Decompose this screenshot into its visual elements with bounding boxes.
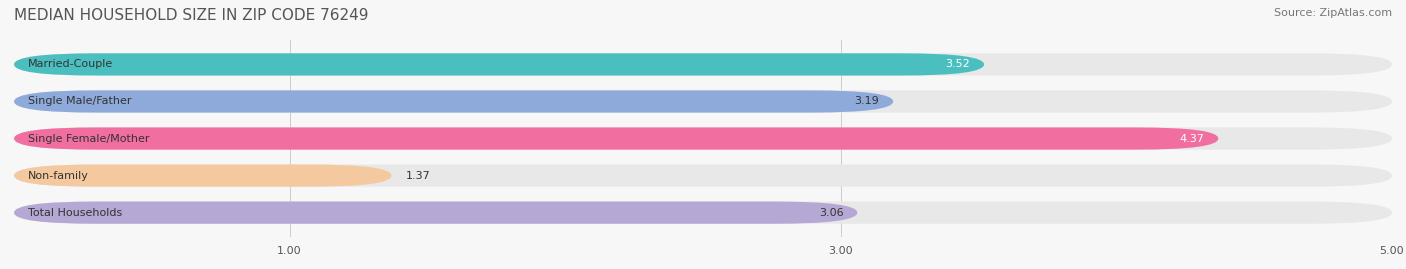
Text: Total Households: Total Households	[28, 208, 122, 218]
Text: Source: ZipAtlas.com: Source: ZipAtlas.com	[1274, 8, 1392, 18]
Text: MEDIAN HOUSEHOLD SIZE IN ZIP CODE 76249: MEDIAN HOUSEHOLD SIZE IN ZIP CODE 76249	[14, 8, 368, 23]
FancyBboxPatch shape	[14, 164, 392, 187]
FancyBboxPatch shape	[14, 201, 1392, 224]
FancyBboxPatch shape	[14, 164, 1392, 187]
Text: Married-Couple: Married-Couple	[28, 59, 112, 69]
Text: 3.19: 3.19	[855, 97, 879, 107]
FancyBboxPatch shape	[14, 53, 1392, 76]
Text: Single Male/Father: Single Male/Father	[28, 97, 131, 107]
FancyBboxPatch shape	[14, 53, 984, 76]
Text: 3.06: 3.06	[818, 208, 844, 218]
Text: Single Female/Mother: Single Female/Mother	[28, 133, 149, 144]
FancyBboxPatch shape	[14, 201, 858, 224]
FancyBboxPatch shape	[14, 90, 893, 113]
Text: Non-family: Non-family	[28, 171, 89, 180]
Text: 1.37: 1.37	[405, 171, 430, 180]
FancyBboxPatch shape	[14, 128, 1392, 150]
Text: 4.37: 4.37	[1180, 133, 1205, 144]
FancyBboxPatch shape	[14, 128, 1219, 150]
Text: 3.52: 3.52	[946, 59, 970, 69]
FancyBboxPatch shape	[14, 90, 1392, 113]
